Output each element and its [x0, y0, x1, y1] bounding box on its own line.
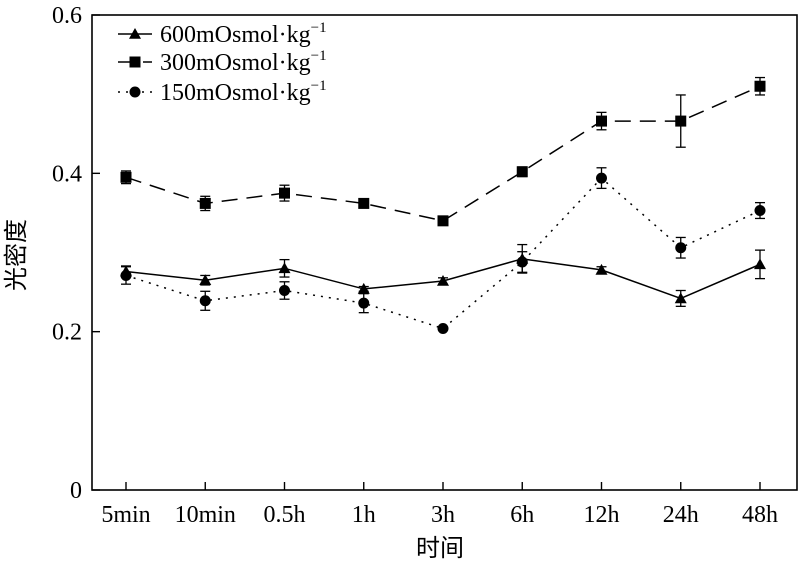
- data-point: [278, 262, 291, 274]
- legend-marker: [129, 86, 141, 98]
- legend-label: 300mOsmol·kg−1: [160, 48, 327, 76]
- legend-marker: [129, 28, 141, 39]
- data-point: [596, 115, 607, 127]
- x-tick-label: 5min: [101, 502, 150, 528]
- data-point: [120, 269, 132, 281]
- data-point: [516, 256, 528, 268]
- x-tick-label: 1h: [352, 502, 376, 528]
- data-point: [516, 166, 528, 178]
- data-point: [358, 297, 370, 309]
- data-point: [437, 323, 449, 334]
- legend-label-superscript: −1: [311, 48, 327, 64]
- legend-label-superscript: −1: [311, 20, 327, 36]
- data-point: [437, 215, 449, 227]
- y-axis-title: 光密度: [3, 219, 30, 291]
- data-point: [674, 292, 687, 304]
- legend-label: 600mOsmol·kg−1: [160, 20, 327, 48]
- series-layer: [120, 76, 766, 334]
- legend-marker: [129, 56, 141, 68]
- data-point: [199, 274, 212, 286]
- plot-frame: [91, 14, 798, 491]
- series-circle: [120, 167, 766, 334]
- data-point: [754, 205, 766, 217]
- axes: 0 0.2 0.4 0.6 5min 10min 0.5h 1h 3h 6h 12h 24h 48h: [52, 3, 798, 528]
- legend-item: 300mOsmol·kg−1: [118, 48, 327, 76]
- data-point: [675, 242, 687, 254]
- legend: 600mOsmol·kg−1300mOsmol·kg−1150mOsmol·kg…: [118, 20, 327, 106]
- y-tick-label: 0.6: [52, 3, 82, 29]
- data-point: [279, 285, 290, 296]
- x-tick-label: 10min: [175, 502, 236, 528]
- data-point: [120, 171, 132, 183]
- x-tick-label: 48h: [742, 502, 778, 528]
- legend-item: 600mOsmol·kg−1: [118, 20, 327, 48]
- data-point: [437, 275, 449, 286]
- x-tick-label: 3h: [431, 502, 455, 528]
- data-point: [357, 282, 370, 294]
- y-tick-label: 0: [70, 478, 82, 504]
- data-point: [675, 115, 687, 127]
- y-tick-label: 0.4: [52, 161, 82, 187]
- x-axis-title: 时间: [416, 535, 464, 562]
- data-point: [199, 197, 211, 209]
- data-point: [754, 258, 766, 270]
- data-point: [279, 187, 290, 199]
- legend-label: 150mOsmol·kg−1: [160, 78, 327, 106]
- x-tick-label: 0.5h: [264, 502, 306, 528]
- series-triangle: [120, 243, 766, 307]
- x-tick-label: 12h: [584, 502, 620, 528]
- data-point: [595, 263, 608, 275]
- data-point: [596, 172, 607, 184]
- series-square: [120, 76, 766, 227]
- series-line: [125, 177, 761, 330]
- data-point: [358, 197, 370, 209]
- legend-label-superscript: −1: [311, 78, 327, 94]
- x-tick-label: 6h: [510, 502, 534, 528]
- data-point: [199, 295, 211, 307]
- legend-item: 150mOsmol·kg−1: [118, 78, 327, 106]
- data-point: [754, 80, 766, 92]
- x-tick-label: 24h: [663, 502, 699, 528]
- y-tick-label: 0.2: [52, 320, 82, 346]
- series-line: [125, 85, 761, 222]
